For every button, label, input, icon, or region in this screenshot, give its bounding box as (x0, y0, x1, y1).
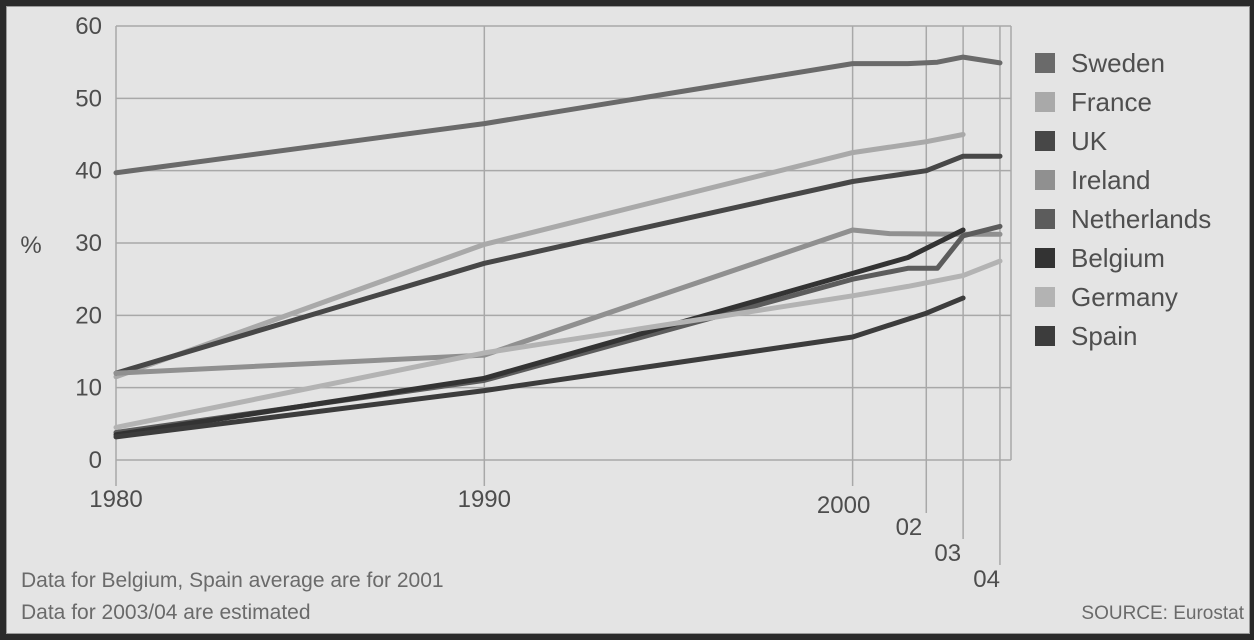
series-line-sweden (113, 54, 1003, 176)
series-lines (113, 54, 1003, 440)
x-tick-label: 2000 (817, 492, 870, 519)
x-tick-label: 1990 (458, 486, 511, 513)
y-axis-label: % (20, 232, 41, 259)
legend-swatch-belgium (1035, 248, 1055, 268)
note-line-1: Data for Belgium, Spain average are for … (21, 569, 444, 592)
y-tick-label: 50 (75, 85, 102, 112)
legend-label-uk: UK (1071, 126, 1108, 156)
note-line-2: Data for 2003/04 are estimated (21, 601, 311, 624)
y-tick-label: 10 (75, 375, 102, 402)
legend-label-spain: Spain (1071, 321, 1138, 351)
legend-label-belgium: Belgium (1071, 243, 1165, 273)
source-label: SOURCE: Eurostat (1081, 603, 1244, 624)
legend-swatch-spain (1035, 326, 1055, 346)
legend-label-sweden: Sweden (1071, 48, 1165, 78)
x-tick-label: 04 (973, 566, 1000, 593)
legend-swatch-germany (1035, 287, 1055, 307)
series-line-germany (113, 258, 1003, 430)
legend-swatch-sweden (1035, 53, 1055, 73)
series-line-france (113, 132, 966, 380)
x-tick-label: 03 (934, 540, 961, 567)
series-line-uk (113, 153, 1003, 376)
line-chart: 0 10 20 30 40 50 60 1980 1990 2000 02 03 04 % Sweden… (20, 13, 1244, 624)
legend: Sweden France UK Ireland Netherlands Belgium G… (1035, 48, 1211, 351)
y-tick-label: 0 (89, 447, 102, 474)
legend-label-france: France (1071, 87, 1152, 117)
y-tick-label: 40 (75, 158, 102, 185)
legend-swatch-ireland (1035, 170, 1055, 190)
legend-swatch-netherlands (1035, 209, 1055, 229)
legend-label-netherlands: Netherlands (1071, 204, 1211, 234)
series-line-ireland (113, 227, 1003, 376)
series-line-spain (113, 295, 966, 440)
legend-swatch-uk (1035, 131, 1055, 151)
x-tick-label: 02 (896, 514, 923, 541)
y-tick-label: 60 (75, 13, 102, 40)
y-tick-label: 30 (75, 230, 102, 257)
x-tick-label: 1980 (89, 486, 142, 513)
chart-frame: 0 10 20 30 40 50 60 1980 1990 2000 02 03 04 % Sweden… (6, 6, 1250, 634)
series-line-belgium (113, 227, 966, 438)
legend-swatch-france (1035, 92, 1055, 112)
grid-lines (115, 25, 1012, 565)
legend-label-germany: Germany (1071, 282, 1178, 312)
y-tick-label: 20 (75, 302, 102, 329)
legend-label-ireland: Ireland (1071, 165, 1151, 195)
axis-ticks: 0 10 20 30 40 50 60 1980 1990 2000 02 03 04 (75, 13, 1000, 593)
